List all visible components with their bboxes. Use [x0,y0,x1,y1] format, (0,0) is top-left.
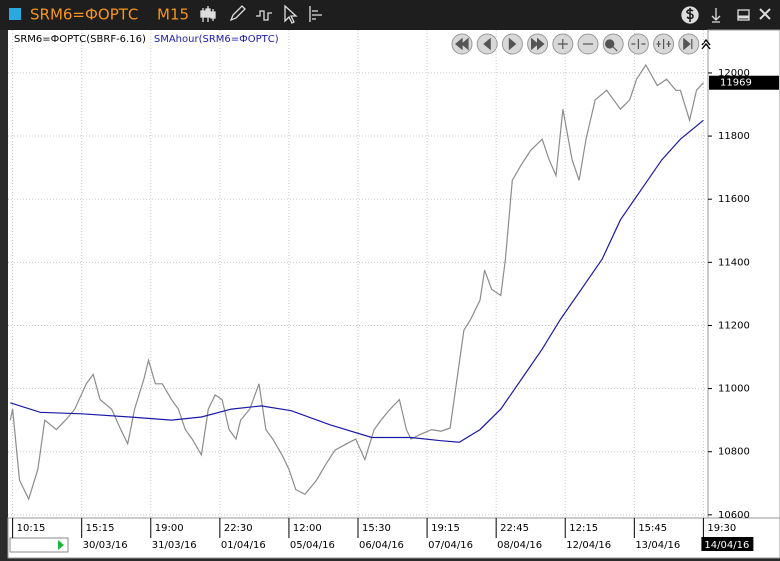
nav-button[interactable] [602,33,624,55]
nav-button[interactable] [627,33,649,55]
nav-button-icon [483,37,491,51]
series-line [10,119,704,443]
last-price-label: 11969 [720,78,752,89]
symbol: SRM6=ФОРТС [30,6,138,24]
indicator-button[interactable] [256,10,272,21]
cursor-button[interactable] [284,4,298,24]
x-date-label: 07/04/16 [428,540,473,551]
x-tick-label: 19:15 [431,523,460,534]
close-button[interactable] [759,8,771,20]
y-tick-label: 11000 [718,384,750,395]
x-tick-label: 22:30 [224,523,253,534]
timeframe[interactable]: M15 [157,6,189,24]
nav-button-icon [683,37,693,51]
y-tick-label: 11800 [718,131,750,142]
y-tick-label: 11400 [718,257,750,268]
y-tick-label: 10600 [718,510,750,521]
legend-entry: SRM6=ФОРТС(SBRF-6.16) [14,34,146,45]
nav-button-icon [455,37,469,51]
date-highlight [701,537,754,551]
nav-button[interactable] [678,33,700,55]
y-axis-panel [707,29,780,519]
x-tick-label: 15:15 [86,523,115,534]
nav-button[interactable] [653,33,675,55]
nav-button-icon [631,39,646,49]
y-tick-label: 10800 [718,447,750,458]
x-tick-label: 12:00 [293,523,322,534]
title-bar [0,0,780,30]
nav-button[interactable] [527,33,549,55]
collapse-button[interactable] [701,38,711,50]
nav-button-icon [656,39,671,49]
x-date-label: 08/04/16 [497,540,542,551]
nav-button-icon [530,37,545,51]
nav-button[interactable] [552,33,574,55]
x-date-label: 13/04/16 [635,540,680,551]
nav-button-icon [557,39,568,49]
x-date-label: 05/04/16 [290,540,335,551]
x-tick-label: 15:45 [638,523,667,534]
nav-button-icon [605,39,618,52]
x-date-label: 14/04/16 [704,540,749,551]
last-price-tag [709,75,779,90]
x-date-label: 31/03/16 [152,540,197,551]
nav-button-icon [508,37,517,51]
toolbar [200,4,771,24]
draw-button[interactable] [229,5,246,22]
plot [8,30,708,518]
window-icon [9,8,21,20]
x-tick-label: 15:30 [362,523,391,534]
scroll-indicator[interactable] [9,537,69,553]
x-tick-label: 19:00 [155,523,184,534]
nav-button[interactable] [476,33,498,55]
y-tick-label: 11200 [718,320,750,331]
download-button[interactable] [711,8,721,23]
x-date-label: 30/03/16 [83,540,128,551]
x-date-label: 06/04/16 [359,540,404,551]
nav-button[interactable] [577,33,599,55]
candles-button[interactable] [200,6,216,22]
minimize-button[interactable] [737,9,750,21]
legend-entry: SMAhour(SRM6=ФОРТС) [154,34,279,45]
y-tick-label: 12000 [718,68,750,79]
x-tick-label: 10:15 [17,523,46,534]
nav-button[interactable] [451,33,473,55]
y-tick-label: 11600 [718,194,750,205]
scroll-marker [58,540,64,550]
x-date-label: 12/04/16 [566,540,611,551]
levels-button[interactable] [309,6,322,22]
nav-button[interactable] [501,33,523,55]
series-line [9,63,704,501]
x-tick-label: 19:30 [707,523,736,534]
x-date-label: 01/04/16 [221,540,266,551]
x-tick-label: 12:15 [569,523,598,534]
x-tick-label: 22:45 [500,523,529,534]
x-axis-panel [7,517,780,559]
navigation-buttons [451,33,711,55]
